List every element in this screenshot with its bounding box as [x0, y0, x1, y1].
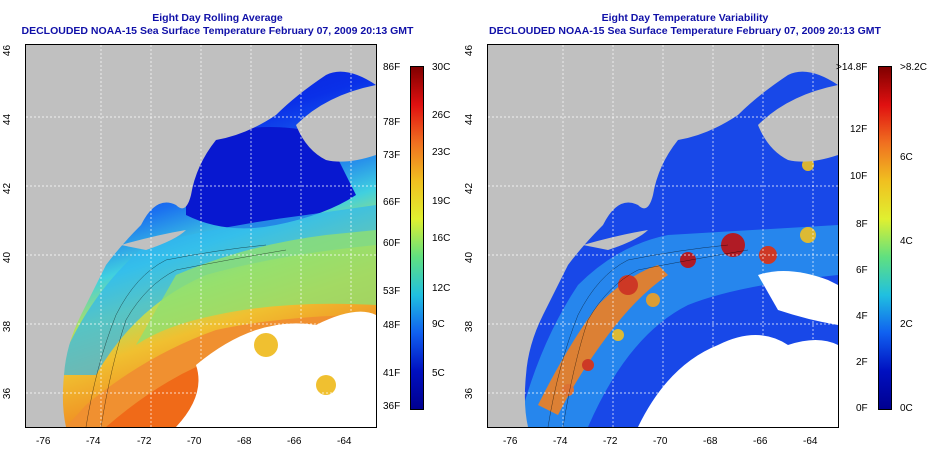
left-title-line1: Eight Day Rolling Average — [152, 12, 283, 24]
right-lat-tick-46: 46 — [464, 44, 476, 57]
right-lon-tick-66: -66 — [753, 436, 768, 447]
left-cb-c-23: 23C — [432, 147, 451, 158]
left-lon-tick-76: -76 — [36, 436, 51, 447]
left-cb-c-5: 5C — [432, 368, 445, 379]
left-cb-f-36: 36F — [383, 401, 401, 412]
left-lon-tick-72: -72 — [137, 436, 152, 447]
left-lat-tick-40: 40 — [2, 251, 14, 264]
left-lon-tick-66: -66 — [287, 436, 302, 447]
right-cb-f-max: >14.8F — [836, 62, 868, 73]
right-lon-tick-74: -74 — [553, 436, 568, 447]
left-title-line2: DECLOUDED NOAA-15 Sea Surface Temperatur… — [21, 25, 414, 37]
right-variability-map — [487, 44, 839, 428]
right-cb-c-max: >8.2C — [900, 62, 927, 73]
left-lon-tick-70: -70 — [187, 436, 202, 447]
left-cb-f-53: 53F — [383, 286, 401, 297]
left-cb-c-9: 9C — [432, 319, 445, 330]
left-cb-f-73: 73F — [383, 150, 401, 161]
left-colorbar — [410, 66, 424, 410]
right-colorbar — [878, 66, 892, 410]
left-cb-c-19: 19C — [432, 196, 451, 207]
left-lat-tick-44: 44 — [2, 113, 14, 126]
left-lon-tick-74: -74 — [86, 436, 101, 447]
right-title-line2: DECLOUDED NOAA-15 Sea Surface Temperatur… — [489, 25, 881, 37]
left-lat-tick-38: 38 — [2, 320, 14, 333]
right-cb-f-10: 10F — [850, 171, 868, 182]
right-cb-f-8: 8F — [856, 219, 868, 230]
right-lon-tick-64: -64 — [803, 436, 818, 447]
left-cb-f-60: 60F — [383, 238, 401, 249]
right-cb-f-4: 4F — [856, 311, 868, 322]
right-cb-f-12: 12F — [850, 124, 868, 135]
right-lat-tick-42: 42 — [464, 182, 476, 195]
right-cb-c-6: 6C — [900, 152, 913, 163]
left-cb-f-78: 78F — [383, 117, 401, 128]
left-cb-c-12: 12C — [432, 283, 451, 294]
right-lon-tick-72: -72 — [603, 436, 618, 447]
right-lon-tick-70: -70 — [653, 436, 668, 447]
left-lat-tick-36: 36 — [2, 387, 14, 400]
left-lat-tick-42: 42 — [2, 182, 14, 195]
right-cb-c-0: 0C — [900, 403, 913, 414]
left-cb-c-26: 26C — [432, 110, 451, 121]
right-lon-tick-76: -76 — [503, 436, 518, 447]
left-cb-c-16: 16C — [432, 233, 451, 244]
left-cb-c-30: 30C — [432, 62, 451, 73]
right-lat-tick-36: 36 — [464, 387, 476, 400]
right-lat-tick-44: 44 — [464, 113, 476, 126]
left-cb-f-86: 86F — [383, 62, 401, 73]
left-lon-tick-68: -68 — [237, 436, 252, 447]
left-cb-f-41: 41F — [383, 368, 401, 379]
right-lon-tick-68: -68 — [703, 436, 718, 447]
left-lat-tick-46: 46 — [2, 44, 14, 57]
right-cb-f-6: 6F — [856, 265, 868, 276]
right-lat-tick-40: 40 — [464, 251, 476, 264]
left-sst-map — [25, 44, 377, 428]
right-cb-f-2: 2F — [856, 357, 868, 368]
right-cb-f-0: 0F — [856, 403, 868, 414]
right-lat-tick-38: 38 — [464, 320, 476, 333]
left-cb-f-66: 66F — [383, 197, 401, 208]
right-cb-c-4: 4C — [900, 236, 913, 247]
left-cb-f-48: 48F — [383, 320, 401, 331]
right-cb-c-2: 2C — [900, 319, 913, 330]
left-lon-tick-64: -64 — [337, 436, 352, 447]
right-title-line1: Eight Day Temperature Variability — [601, 12, 769, 24]
